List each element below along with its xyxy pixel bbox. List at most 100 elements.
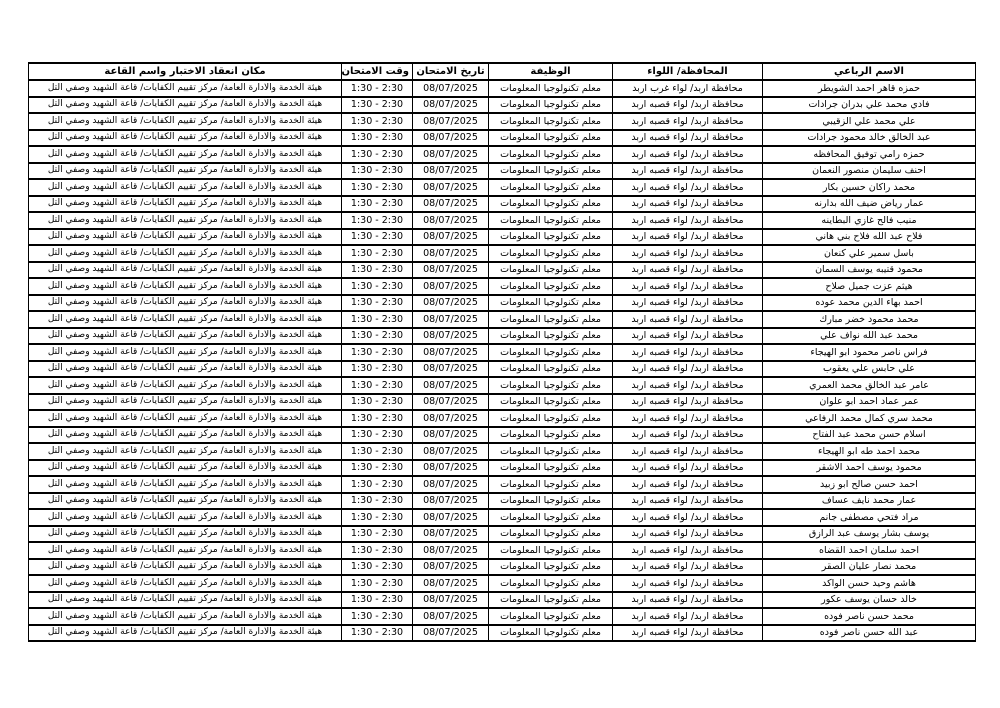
cell-job-title: معلم تكنولوجيا المعلومات [488, 277, 613, 296]
cell-governorate-district: محافظة اربد/ لواء قصبه اربد [612, 227, 763, 246]
cell-venue-hall: هيئة الخدمة والادارة العامة/ مركز تقييم … [28, 508, 342, 527]
table-row: احنف سليمان منصور النعمان محافظة اربد/ لو… [28, 161, 976, 180]
table-row: علي محمد علي الزقيبي محافظة اربد/ لواء قص… [28, 112, 976, 131]
cell-exam-time: 1:30 - 2:30 [341, 508, 413, 527]
cell-exam-date: 08/07/2025 [412, 607, 489, 626]
cell-exam-time: 1:30 - 2:30 [341, 95, 413, 114]
cell-full-name: حمزه رامي توفيق المحافظه [762, 145, 976, 164]
cell-governorate-district: محافظة اربد/ لواء قصبه اربد [612, 277, 763, 296]
cell-venue-hall: هيئة الخدمة والادارة العامة/ مركز تقييم … [28, 557, 342, 576]
cell-full-name: حمزه قاهر احمد الشويطر [762, 79, 976, 98]
cell-exam-date: 08/07/2025 [412, 227, 489, 246]
cell-exam-date: 08/07/2025 [412, 194, 489, 213]
cell-job-title: معلم تكنولوجيا المعلومات [488, 145, 613, 164]
cell-exam-date: 08/07/2025 [412, 145, 489, 164]
cell-governorate-district: محافظة اربد/ لواء قصبه اربد [612, 178, 763, 197]
header-venue-hall: مكان انعقاد الاختبار واسم القاعة [28, 62, 342, 81]
cell-venue-hall: هيئة الخدمة والادارة العامة/ مركز تقييم … [28, 145, 342, 164]
cell-exam-time: 1:30 - 2:30 [341, 392, 413, 411]
cell-venue-hall: هيئة الخدمة والادارة العامة/ مركز تقييم … [28, 178, 342, 197]
cell-venue-hall: هيئة الخدمة والادارة العامة/ مركز تقييم … [28, 409, 342, 428]
cell-full-name: احمد حسن صالح ابو زبيد [762, 475, 976, 494]
cell-governorate-district: محافظة اربد/ لواء قصبه اربد [612, 409, 763, 428]
cell-venue-hall: هيئة الخدمة والادارة العامة/ مركز تقييم … [28, 79, 342, 98]
header-governorate-district: المحافظة/ اللواء [612, 62, 763, 81]
table-row: محمد محمود خضر مبارك محافظة اربد/ لواء قص… [28, 310, 976, 329]
cell-exam-time: 1:30 - 2:30 [341, 260, 413, 279]
header-full-name: الاسم الرباعي [762, 62, 976, 81]
cell-full-name: خالد حسان يوسف عكور [762, 590, 976, 609]
cell-job-title: معلم تكنولوجيا المعلومات [488, 128, 613, 147]
cell-full-name: محمد راكان حسين بكار [762, 178, 976, 197]
cell-full-name: مراد فتحي مصطفى جانم [762, 508, 976, 527]
cell-full-name: عمر عماد احمد ابو علوان [762, 392, 976, 411]
table-row: خالد حسان يوسف عكور محافظة اربد/ لواء قصب… [28, 590, 976, 609]
cell-venue-hall: هيئة الخدمة والادارة العامة/ مركز تقييم … [28, 128, 342, 147]
cell-job-title: معلم تكنولوجيا المعلومات [488, 211, 613, 230]
cell-full-name: علي محمد علي الزقيبي [762, 112, 976, 131]
cell-governorate-district: محافظة اربد/ لواء قصبه اربد [612, 211, 763, 230]
cell-exam-time: 1:30 - 2:30 [341, 161, 413, 180]
table-row: حمزه قاهر احمد الشويطر محافظة اربد/ لواء … [28, 79, 976, 98]
cell-job-title: معلم تكنولوجيا المعلومات [488, 310, 613, 329]
cell-governorate-district: محافظة اربد/ لواء قصبه اربد [612, 343, 763, 362]
cell-job-title: معلم تكنولوجيا المعلومات [488, 574, 613, 593]
table-row: محمد عبد الله نواف علي محافظة اربد/ لواء … [28, 326, 976, 345]
cell-full-name: عامر عبد الخالق محمد العمري [762, 376, 976, 395]
cell-job-title: معلم تكنولوجيا المعلومات [488, 260, 613, 279]
table-row: محمد سري كمال محمد الرفاعي محافظة اربد/ ل… [28, 409, 976, 428]
cell-governorate-district: محافظة اربد/ لواء قصبه اربد [612, 95, 763, 114]
cell-governorate-district: محافظة اربد/ لواء قصبه اربد [612, 623, 763, 642]
cell-job-title: معلم تكنولوجيا المعلومات [488, 359, 613, 378]
cell-venue-hall: هيئة الخدمة والادارة العامة/ مركز تقييم … [28, 95, 342, 114]
cell-job-title: معلم تكنولوجيا المعلومات [488, 392, 613, 411]
cell-exam-time: 1:30 - 2:30 [341, 409, 413, 428]
cell-full-name: محمد احمد طه ابو الهيجاء [762, 442, 976, 461]
table-row: علي حابس علي يعقوب محافظة اربد/ لواء قصبه… [28, 359, 976, 378]
cell-venue-hall: هيئة الخدمة والادارة العامة/ مركز تقييم … [28, 623, 342, 642]
cell-exam-time: 1:30 - 2:30 [341, 178, 413, 197]
cell-venue-hall: هيئة الخدمة والادارة العامة/ مركز تقييم … [28, 194, 342, 213]
table-row: احمد بهاء الدين محمد عوده محافظة اربد/ لو… [28, 293, 976, 312]
table-row: اسلام حسن محمد عبد الفتاح محافظة اربد/ لو… [28, 425, 976, 444]
cell-exam-time: 1:30 - 2:30 [341, 277, 413, 296]
cell-exam-date: 08/07/2025 [412, 442, 489, 461]
cell-governorate-district: محافظة اربد/ لواء قصبه اربد [612, 475, 763, 494]
cell-exam-date: 08/07/2025 [412, 623, 489, 642]
cell-exam-time: 1:30 - 2:30 [341, 211, 413, 230]
table-row: عمر عماد احمد ابو علوان محافظة اربد/ لواء… [28, 392, 976, 411]
cell-exam-time: 1:30 - 2:30 [341, 557, 413, 576]
cell-full-name: احنف سليمان منصور النعمان [762, 161, 976, 180]
cell-exam-date: 08/07/2025 [412, 557, 489, 576]
cell-exam-date: 08/07/2025 [412, 128, 489, 147]
cell-venue-hall: هيئة الخدمة والادارة العامة/ مركز تقييم … [28, 211, 342, 230]
cell-venue-hall: هيئة الخدمة والادارة العامة/ مركز تقييم … [28, 541, 342, 560]
cell-full-name: فادي محمد علي بدران جرادات [762, 95, 976, 114]
cell-exam-time: 1:30 - 2:30 [341, 359, 413, 378]
cell-full-name: احمد سلمان احمد القضاه [762, 541, 976, 560]
cell-venue-hall: هيئة الخدمة والادارة العامة/ مركز تقييم … [28, 607, 342, 626]
table-row: محمد احمد طه ابو الهيجاء محافظة اربد/ لوا… [28, 442, 976, 461]
cell-full-name: يوسف بشار يوسف عبد الرازق [762, 524, 976, 543]
cell-exam-time: 1:30 - 2:30 [341, 128, 413, 147]
header-exam-time: وقت الامتحان [341, 62, 413, 81]
cell-governorate-district: محافظة اربد/ لواء قصبه اربد [612, 161, 763, 180]
table-row: يوسف بشار يوسف عبد الرازق محافظة اربد/ لو… [28, 524, 976, 543]
table-row: عمار محمد نايف عساف محافظة اربد/ لواء قصب… [28, 491, 976, 510]
cell-job-title: معلم تكنولوجيا المعلومات [488, 491, 613, 510]
cell-governorate-district: محافظة اربد/ لواء قصبه اربد [612, 491, 763, 510]
table-row: فلاح عبد الله فلاح بني هاني محافظة اربد/ … [28, 227, 976, 246]
cell-full-name: محمد حسن ناصر فوده [762, 607, 976, 626]
table-header: الاسم الرباعي المحافظة/ اللواء الوظيفة ت… [28, 62, 976, 81]
cell-governorate-district: محافظة اربد/ لواء قصبه اربد [612, 145, 763, 164]
cell-exam-date: 08/07/2025 [412, 574, 489, 593]
cell-governorate-district: محافظة اربد/ لواء قصبه اربد [612, 326, 763, 345]
cell-governorate-district: محافظة اربد/ لواء قصبه اربد [612, 128, 763, 147]
cell-exam-time: 1:30 - 2:30 [341, 343, 413, 362]
cell-job-title: معلم تكنولوجيا المعلومات [488, 409, 613, 428]
cell-governorate-district: محافظة اربد/ لواء قصبه اربد [612, 376, 763, 395]
cell-full-name: فلاح عبد الله فلاح بني هاني [762, 227, 976, 246]
cell-full-name: هيثم عزت جميل صلاح [762, 277, 976, 296]
cell-exam-date: 08/07/2025 [412, 79, 489, 98]
